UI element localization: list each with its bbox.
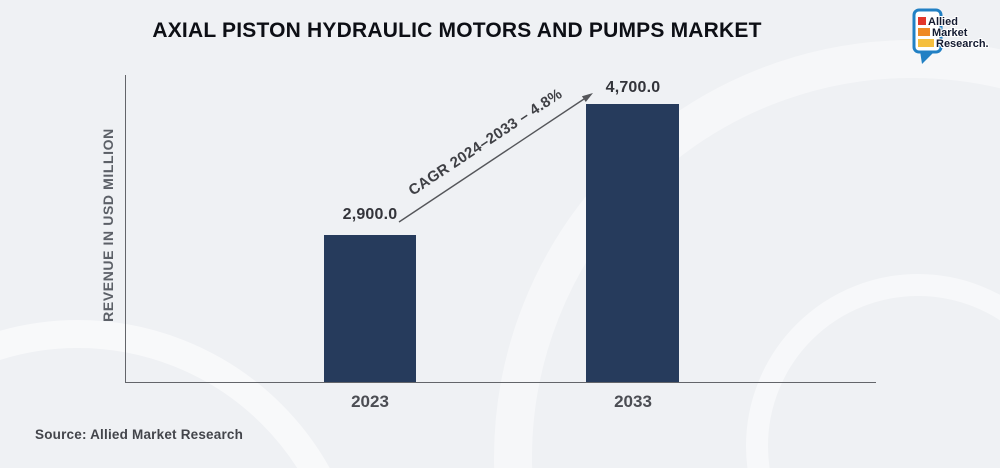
logo-text-line1: Allied [928,16,958,28]
source-text: Source: Allied Market Research [35,427,244,442]
cagr-arrow-line [398,98,585,223]
bar-value-2023: 2,900.0 [342,206,398,223]
cagr-label: CAGR 2024–2033 – 4.8% [406,85,566,199]
x-tick-2033: 2033 [614,392,652,411]
logo-orange-bar [918,28,930,36]
y-axis-line [125,75,126,382]
bar-2033 [586,104,679,382]
logo-yellow-bar [918,39,934,47]
logo-red-bar [918,17,926,25]
logo-text-line3: Research. [936,38,989,50]
y-axis-label: REVENUE IN USD MILLION [100,128,116,322]
bar-value-2033: 4,700.0 [605,79,661,96]
x-tick-2023: 2023 [351,392,389,411]
logo-bubble-tail [920,51,935,64]
chart-title: AXIAL PISTON HYDRAULIC MOTORS AND PUMPS … [152,19,762,42]
allied-market-research-logo: Allied Market Research. [912,8,990,64]
x-axis-line [125,382,876,383]
bar-2023 [324,235,416,382]
logo-text-line2: Market [932,27,968,39]
